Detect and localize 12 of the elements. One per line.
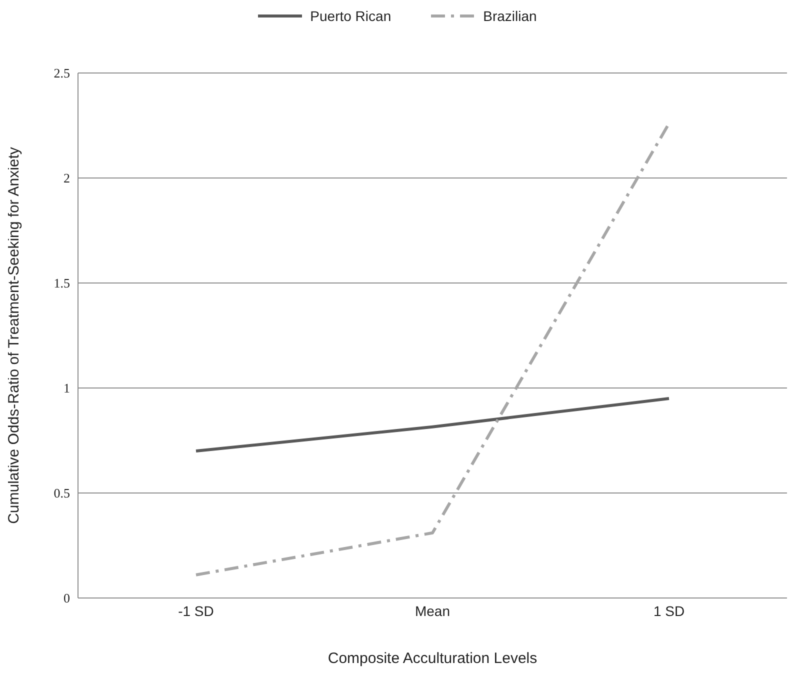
y-tick-label: 2.5 <box>54 66 70 81</box>
y-tick-label: 1 <box>64 380 70 396</box>
x-tick-label: -1 SD <box>178 602 214 619</box>
y-tick-label: 0 <box>64 590 70 606</box>
x-axis-title: Composite Acculturation Levels <box>328 650 538 667</box>
y-tick-label: 2 <box>64 170 70 186</box>
y-tick-label: 1.5 <box>54 276 70 291</box>
x-tick-label: Mean <box>414 602 450 619</box>
legend-label: Brazilian <box>483 8 537 24</box>
y-tick-label: 0.5 <box>54 486 70 501</box>
x-tick-label: 1 SD <box>653 602 685 619</box>
legend-label: Puerto Rican <box>310 8 392 24</box>
